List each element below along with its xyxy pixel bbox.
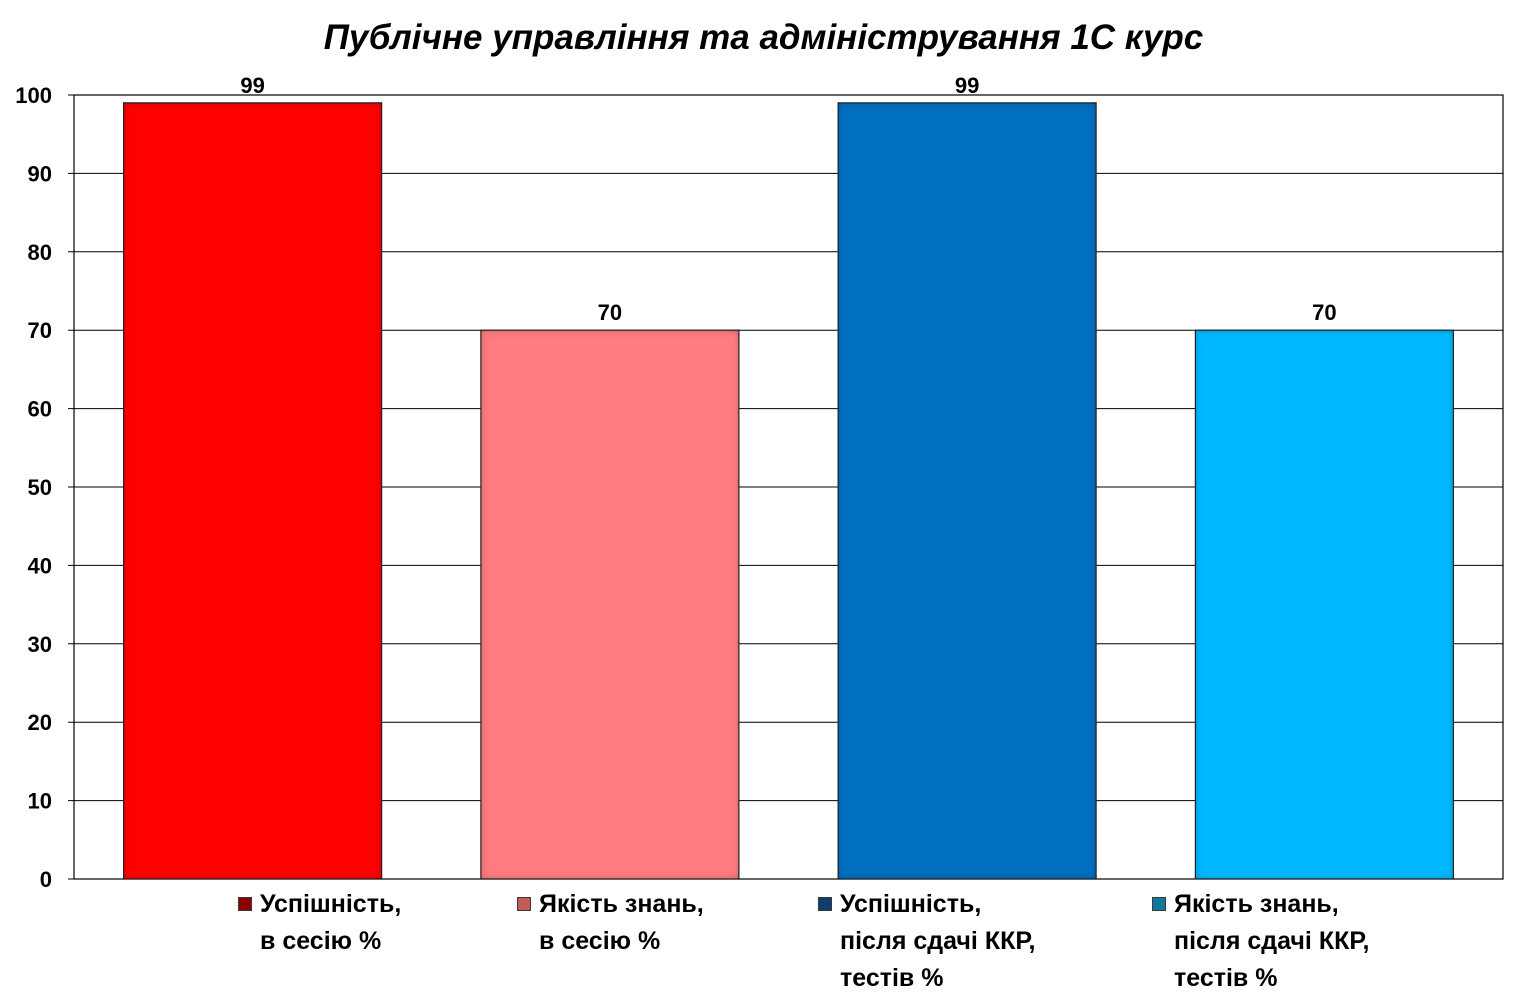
y-tick-label: 60 [28,397,52,422]
plot-area-frame [73,94,1504,880]
legend-item: Успішність, в сесію % [238,886,401,960]
data-label: 99 [240,73,264,98]
y-tick-label: 100 [15,83,52,108]
legend-item: Якість знань, в сесію % [517,886,704,960]
legend-label: Якість знань, в сесію % [539,890,704,955]
legend-swatch [517,897,531,911]
legend-swatch [818,897,832,911]
y-tick-label: 20 [28,710,52,735]
y-axis-ticks: 0 10 20 30 40 50 60 70 80 90 100 [15,83,52,892]
y-tick-label: 80 [28,240,52,265]
y-tick-label: 50 [28,475,52,500]
legend-swatch [238,897,252,911]
chart-title: Публічне управління та адміністрування 1… [323,18,1204,57]
bars [123,102,1454,880]
data-label: 70 [598,300,622,325]
legend-item: Успішність, після сдачі ККР, тестів % [818,886,1036,997]
legend-label: Успішність, після сдачі ККР, тестів % [840,890,1036,992]
y-tick-label: 40 [28,553,52,578]
data-labels: 99 70 99 70 [240,73,1336,325]
y-tick-label: 90 [28,161,52,186]
legend-item: Якість знань, після сдачі ККР, тестів % [1152,886,1370,997]
legend-swatch [1152,897,1166,911]
y-tick-label: 10 [28,789,52,814]
y-tick-label: 30 [28,632,52,657]
data-label: 99 [955,73,979,98]
bar [123,102,383,880]
bar [1194,329,1454,880]
legend-label: Успішність, в сесію % [260,890,402,955]
bar [480,329,740,880]
y-tick-label: 0 [40,867,52,892]
data-label: 70 [1312,300,1336,325]
y-tick-label: 70 [28,318,52,343]
legend-label: Якість знань, після сдачі ККР, тестів % [1174,890,1370,992]
bar [837,102,1097,880]
